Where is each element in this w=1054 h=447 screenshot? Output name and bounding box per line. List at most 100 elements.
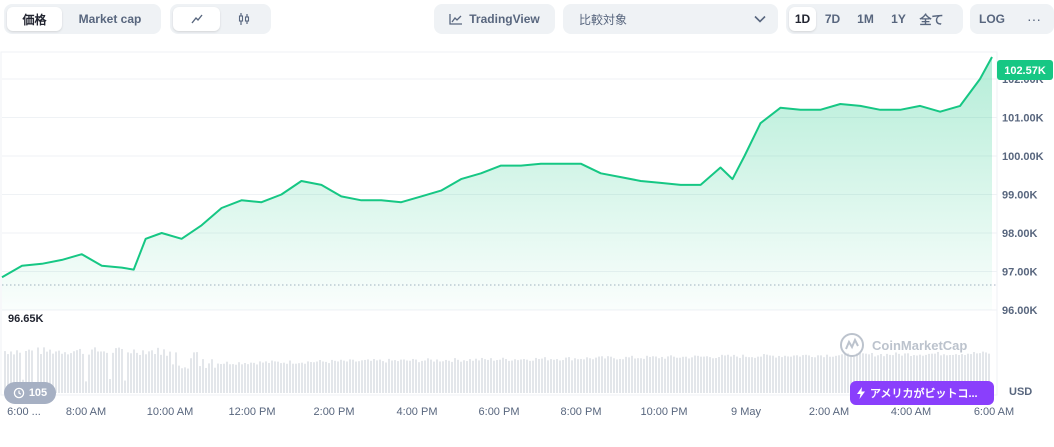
volume-bar xyxy=(892,355,894,393)
volume-bar xyxy=(820,355,822,393)
range-1m[interactable]: 1M xyxy=(857,12,874,26)
x-tick-label: 8:00 PM xyxy=(561,406,602,418)
range-7d[interactable]: 7D xyxy=(824,12,841,26)
volume-bar xyxy=(106,352,108,393)
range-1d[interactable]: 1D xyxy=(789,7,816,31)
volume-bar xyxy=(400,359,402,393)
volume-bar xyxy=(883,356,885,393)
volume-bar xyxy=(232,364,234,393)
coinmarketcap-logo-icon xyxy=(840,333,864,357)
volume-bar xyxy=(682,356,684,393)
volume-bar xyxy=(553,359,555,393)
plot-frame xyxy=(0,51,998,396)
volume-bar xyxy=(298,363,300,393)
volume-bar xyxy=(853,356,855,393)
volume-bar xyxy=(238,362,240,393)
volume-bar xyxy=(142,350,144,393)
volume-bar xyxy=(148,351,150,393)
volume-bar xyxy=(586,357,588,393)
x-tick-label: 10:00 AM xyxy=(147,406,193,418)
volume-bar xyxy=(196,352,198,393)
history-badge[interactable]: 105 xyxy=(4,382,56,404)
lightning-icon xyxy=(857,387,865,399)
volume-bar xyxy=(880,354,882,393)
tradingview-button[interactable]: TradingView xyxy=(434,4,555,34)
volume-bar xyxy=(805,354,807,393)
compare-select[interactable]: 比較対象 xyxy=(563,4,778,34)
volume-bar xyxy=(871,352,873,393)
volume-bar xyxy=(904,353,906,393)
volume-bar xyxy=(175,352,177,393)
volume-bar xyxy=(496,360,498,393)
volume-bar xyxy=(670,355,672,393)
volume-bar xyxy=(808,355,810,393)
log-scale-button[interactable]: LOG xyxy=(970,4,1014,34)
tab-market-cap[interactable]: Market cap xyxy=(78,12,142,26)
volume-bar xyxy=(316,361,318,393)
volume-bar xyxy=(529,360,531,393)
volume-bar xyxy=(712,358,714,393)
range-1y[interactable]: 1Y xyxy=(891,12,906,26)
volume-bar xyxy=(589,358,591,393)
more-options-button[interactable]: ··· xyxy=(1014,4,1054,34)
volume-bar xyxy=(223,363,225,393)
x-tick-label: 4:00 AM xyxy=(891,406,931,418)
volume-bar xyxy=(139,354,141,393)
volume-bar xyxy=(13,354,15,393)
volume-bar xyxy=(478,360,480,393)
volume-bar xyxy=(343,360,345,393)
volume-bar xyxy=(928,353,930,393)
volume-bar xyxy=(283,362,285,393)
volume-bar xyxy=(319,360,321,393)
volume-bar xyxy=(214,367,216,393)
volume-bar xyxy=(745,356,747,393)
y-tick-label: 96.00K xyxy=(1002,305,1038,317)
news-event-pill[interactable]: アメリカがビットコ... xyxy=(850,381,994,405)
volume-bar xyxy=(121,349,123,393)
volume-bar xyxy=(502,357,504,393)
volume-bar xyxy=(493,360,495,393)
volume-bar xyxy=(85,381,87,393)
volume-bar xyxy=(610,356,612,393)
tab-price[interactable]: 価格 xyxy=(7,7,62,31)
volume-bar xyxy=(61,353,63,393)
volume-bar xyxy=(256,364,258,393)
volume-bar xyxy=(607,356,609,393)
volume-bar xyxy=(244,363,246,393)
volume-bar xyxy=(787,356,789,393)
range-all[interactable]: 全て xyxy=(919,12,944,27)
volume-bar xyxy=(157,347,159,393)
volume-bar xyxy=(964,354,966,393)
volume-bar xyxy=(325,361,327,393)
history-count: 105 xyxy=(28,387,48,399)
volume-bar xyxy=(733,354,735,393)
volume-bar xyxy=(775,357,777,393)
candlestick-button[interactable] xyxy=(220,7,267,31)
volume-bar xyxy=(661,356,663,393)
x-tick-label: 6:00 PM xyxy=(479,406,520,418)
chart-type-toggle xyxy=(170,4,271,34)
y-tick-label: 97.00K xyxy=(1002,266,1038,278)
volume-bar xyxy=(826,354,828,393)
price-chart[interactable]: CoinMarketCap 102.00K101.00K100.00K99.00… xyxy=(0,40,1054,447)
x-tick-label: 6:00 ... xyxy=(7,406,41,418)
volume-bar xyxy=(769,355,771,393)
volume-bar xyxy=(301,362,303,393)
volume-bar xyxy=(571,360,573,393)
y-tick-label: 100.00K xyxy=(1002,151,1044,163)
volume-bars xyxy=(4,347,990,393)
volume-bar xyxy=(250,362,252,393)
x-tick-label: 6:00 AM xyxy=(974,406,1014,418)
volume-bar xyxy=(874,356,876,393)
volume-bar xyxy=(541,358,543,393)
watermark: CoinMarketCap xyxy=(840,333,967,357)
volume-bar xyxy=(376,360,378,393)
time-range-toggle: 1D 7D 1M 1Y 全て xyxy=(786,4,963,34)
volume-bar xyxy=(715,358,717,393)
volume-bar xyxy=(751,357,753,393)
x-tick-label: 10:00 PM xyxy=(640,406,687,418)
price-series-line xyxy=(1,56,993,279)
volume-bar xyxy=(574,358,576,393)
line-chart-button[interactable] xyxy=(173,7,220,31)
tradingview-icon xyxy=(449,14,463,25)
